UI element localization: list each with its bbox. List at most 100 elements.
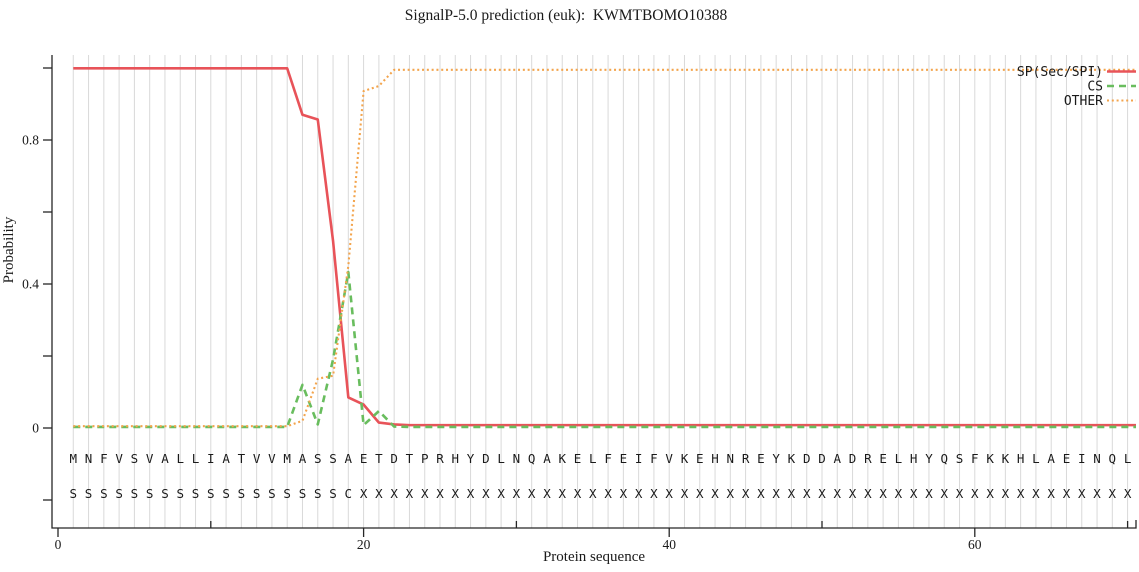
x-axis-label: Protein sequence [543, 549, 645, 565]
residue-letter: T [406, 451, 414, 466]
annotation-letter: S [268, 486, 276, 501]
annotation-letter: X [925, 486, 933, 501]
annotation-letter: X [696, 486, 704, 501]
residue-letter: E [879, 451, 887, 466]
annotation-letter: S [176, 486, 184, 501]
annotation-letter: X [818, 486, 826, 501]
residue-letter: S [329, 451, 337, 466]
annotation-letter: S [100, 486, 108, 501]
residue-letter: F [100, 451, 108, 466]
annotation-letter: X [1109, 486, 1117, 501]
residue-letter: N [727, 451, 735, 466]
annotation-letter: X [681, 486, 689, 501]
annotation-letter: S [146, 486, 154, 501]
annotation-letter: S [299, 486, 307, 501]
residue-letter: R [864, 451, 872, 466]
residue-letter: L [1124, 451, 1132, 466]
residue-letter: A [834, 451, 842, 466]
annotation-letter: X [604, 486, 612, 501]
residue-letter: L [895, 451, 903, 466]
annotation-letter: X [711, 486, 719, 501]
residue-letter: A [161, 451, 169, 466]
residue-letter: D [849, 451, 857, 466]
annotation-letter: S [283, 486, 291, 501]
annotation-letter: X [497, 486, 505, 501]
y-tick-label: 0 [32, 421, 39, 436]
annotation-letter: X [620, 486, 628, 501]
annotation-letter: S [329, 486, 337, 501]
y-tick-label: 0.8 [22, 133, 39, 148]
annotation-letter: X [849, 486, 857, 501]
annotation-letter: S [238, 486, 246, 501]
residue-letter: F [604, 451, 612, 466]
residue-letter: D [803, 451, 811, 466]
residue-letter: Q [1109, 451, 1117, 466]
annotation-letter: X [834, 486, 842, 501]
residue-letter: K [558, 451, 566, 466]
residue-letter: V [146, 451, 154, 466]
residue-letter: V [665, 451, 673, 466]
annotation-letter: S [253, 486, 261, 501]
annotation-letter: X [406, 486, 414, 501]
residue-letter: S [131, 451, 139, 466]
annotation-letter: X [635, 486, 643, 501]
residue-letter: V [253, 451, 261, 466]
annotation-letter: X [971, 486, 979, 501]
annotation-letter: X [803, 486, 811, 501]
annotation-letter: S [70, 486, 78, 501]
residue-letter: M [283, 451, 291, 466]
gridlines [72, 55, 1129, 528]
other-curve [73, 68, 1136, 428]
annotation-letter: X [1063, 486, 1071, 501]
residue-letter: D [818, 451, 826, 466]
annotation-letter: X [375, 486, 383, 501]
annotation-letter: X [360, 486, 368, 501]
annotation-letter: X [1047, 486, 1055, 501]
axis-spines [51, 55, 1137, 529]
annotation-letter: X [528, 486, 536, 501]
annotation-letter: X [742, 486, 750, 501]
residue-letter: R [436, 451, 444, 466]
x-tick-label: 20 [357, 537, 371, 552]
annotation-letter: X [436, 486, 444, 501]
residue-letter: L [1032, 451, 1040, 466]
probability-curves [73, 67, 1136, 429]
annotation-letter: S [207, 486, 215, 501]
annotation-letter: X [910, 486, 918, 501]
annotation-letter: X [650, 486, 658, 501]
residue-letter: R [742, 451, 750, 466]
annotation-letter: X [940, 486, 948, 501]
residue-letter: N [513, 451, 521, 466]
annotation-letter: X [1002, 486, 1010, 501]
residue-letter: E [620, 451, 628, 466]
annotation-letter: X [956, 486, 964, 501]
residue-letter: D [482, 451, 490, 466]
annotation-letter: X [788, 486, 796, 501]
residue-letter: Y [772, 451, 780, 466]
residue-letter: L [497, 451, 505, 466]
residue-letter: Y [925, 451, 933, 466]
tick-labels: 0 0.4 0.8 0 20 40 60 [22, 133, 982, 553]
x-tick-label: 40 [662, 537, 676, 552]
residue-letter: Q [528, 451, 536, 466]
annotation-letter: X [1017, 486, 1025, 501]
annotation-letter: X [864, 486, 872, 501]
annotation-letter: S [131, 486, 139, 501]
annotation-letter: X [986, 486, 994, 501]
annotation-letter: X [513, 486, 521, 501]
residue-letter: K [986, 451, 994, 466]
residue-letter: H [1017, 451, 1025, 466]
residue-letter: P [421, 451, 429, 466]
residue-letter: K [788, 451, 796, 466]
annotation-letter: X [589, 486, 597, 501]
annotation-letter: X [421, 486, 429, 501]
residue-letter: M [70, 451, 78, 466]
annotation-letter: X [727, 486, 735, 501]
annotation-letter: S [85, 486, 93, 501]
residue-letter: I [635, 451, 643, 466]
cs-curve [73, 270, 1136, 429]
residue-letter: I [1078, 451, 1086, 466]
residue-letter: E [360, 451, 368, 466]
legend-label-other: OTHER [1064, 94, 1103, 109]
